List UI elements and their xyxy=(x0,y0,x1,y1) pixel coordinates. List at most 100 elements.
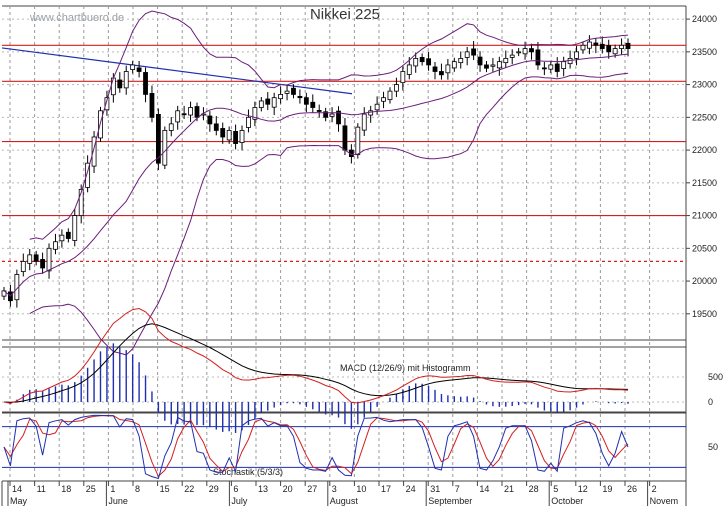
date-tick-label: 13 xyxy=(258,484,268,494)
candle-body xyxy=(136,67,142,72)
candle-body xyxy=(162,130,168,166)
macd-signal-line xyxy=(3,323,629,403)
candle-body xyxy=(53,241,58,250)
date-tick-label: 15 xyxy=(160,484,170,494)
candle-body xyxy=(1,290,7,297)
candle-body xyxy=(535,49,541,66)
candle-body xyxy=(426,58,431,66)
candle-body xyxy=(484,64,489,69)
date-tick-label: 25 xyxy=(86,484,96,494)
candle-body xyxy=(496,61,502,69)
candle-body xyxy=(381,97,386,102)
candle-body xyxy=(175,110,181,123)
bollinger-lower xyxy=(29,72,629,356)
candle-body xyxy=(342,125,348,151)
candle-body xyxy=(194,106,200,118)
date-tick-label: 14 xyxy=(479,484,489,494)
macd-label: MACD (12/26/9) mit Histogramm xyxy=(340,363,471,373)
candle-body xyxy=(91,136,97,167)
price-tick-label: 22000 xyxy=(692,145,717,155)
price-tick-label: 24000 xyxy=(692,14,717,24)
date-tick-label: 17 xyxy=(381,484,391,494)
price-tick-label: 22500 xyxy=(692,112,717,122)
macd-tick-label: 500 xyxy=(708,372,723,382)
date-tick-label: 3 xyxy=(332,484,337,494)
month-label: August xyxy=(330,496,359,506)
candle-body xyxy=(336,110,341,125)
candle-body xyxy=(168,123,174,131)
candle-body xyxy=(432,66,438,72)
candle-body xyxy=(355,126,361,156)
macd-tick-label: 0 xyxy=(708,397,713,407)
candle-body xyxy=(503,57,509,64)
candle-body xyxy=(110,77,116,96)
date-tick-label: 27 xyxy=(307,484,317,494)
candle-body xyxy=(387,90,393,101)
date-tick-label: 24 xyxy=(406,484,416,494)
date-tick-label: 18 xyxy=(61,484,71,494)
candle-body xyxy=(419,57,425,63)
candle-body xyxy=(246,116,251,128)
date-tick-label: 7 xyxy=(455,484,460,494)
watermark-text: www.chartbuero.de xyxy=(29,12,124,24)
candle-body xyxy=(20,261,26,272)
candle-body xyxy=(284,90,290,94)
candle-body xyxy=(27,254,33,264)
candle-body xyxy=(188,107,193,116)
date-tick-label: 29 xyxy=(209,484,219,494)
candle-body xyxy=(445,64,451,74)
date-tick-label: 11 xyxy=(37,484,46,494)
candle-body xyxy=(291,87,296,95)
candle-body xyxy=(554,63,560,72)
date-tick-label: 10 xyxy=(356,484,366,494)
candle-body xyxy=(130,64,136,70)
chart-title: Nikkei 225 xyxy=(310,6,380,23)
date-tick-label: 31 xyxy=(430,484,440,494)
date-tick-label: 26 xyxy=(627,484,637,494)
candle-body xyxy=(323,111,329,118)
date-tick-label: 8 xyxy=(135,484,140,494)
candle-body xyxy=(278,94,284,100)
macd-line xyxy=(3,307,629,404)
candle-body xyxy=(33,254,39,262)
candle-body xyxy=(529,48,534,53)
date-tick-label: 21 xyxy=(504,484,514,494)
candle-body xyxy=(458,57,464,64)
price-tick-label: 20000 xyxy=(692,276,717,286)
month-label: July xyxy=(231,496,248,506)
candle-body xyxy=(490,64,496,67)
candle-body xyxy=(303,97,309,105)
date-tick-label: 1 xyxy=(110,484,115,494)
candle-body xyxy=(181,113,187,116)
bollinger-upper xyxy=(29,10,629,240)
candle-body xyxy=(149,93,155,118)
candle-body xyxy=(599,43,605,49)
candle-body xyxy=(619,44,624,49)
candle-body xyxy=(606,45,612,53)
date-tick-label: 12 xyxy=(578,484,588,494)
candle-body xyxy=(374,103,380,111)
candle-body xyxy=(574,51,579,59)
candle-body xyxy=(625,42,631,49)
candle-body xyxy=(509,54,515,58)
candle-body xyxy=(316,110,322,112)
candle-body xyxy=(213,123,219,131)
candle-body xyxy=(72,215,78,241)
candle-body xyxy=(587,41,592,49)
candle-body xyxy=(464,51,470,58)
candle-body xyxy=(220,128,226,138)
candle-body xyxy=(143,72,148,95)
candle-body xyxy=(400,71,406,84)
date-tick-label: 22 xyxy=(184,484,194,494)
candle-body xyxy=(46,247,52,272)
date-tick-label: 6 xyxy=(233,484,238,494)
month-label: October xyxy=(551,496,583,506)
date-tick-label: 14 xyxy=(12,484,22,494)
candle-body xyxy=(368,110,374,116)
price-tick-label: 23500 xyxy=(692,47,717,57)
candle-body xyxy=(471,48,477,56)
candle-body xyxy=(265,98,271,105)
candle-body xyxy=(310,101,316,108)
month-label: September xyxy=(428,496,472,506)
